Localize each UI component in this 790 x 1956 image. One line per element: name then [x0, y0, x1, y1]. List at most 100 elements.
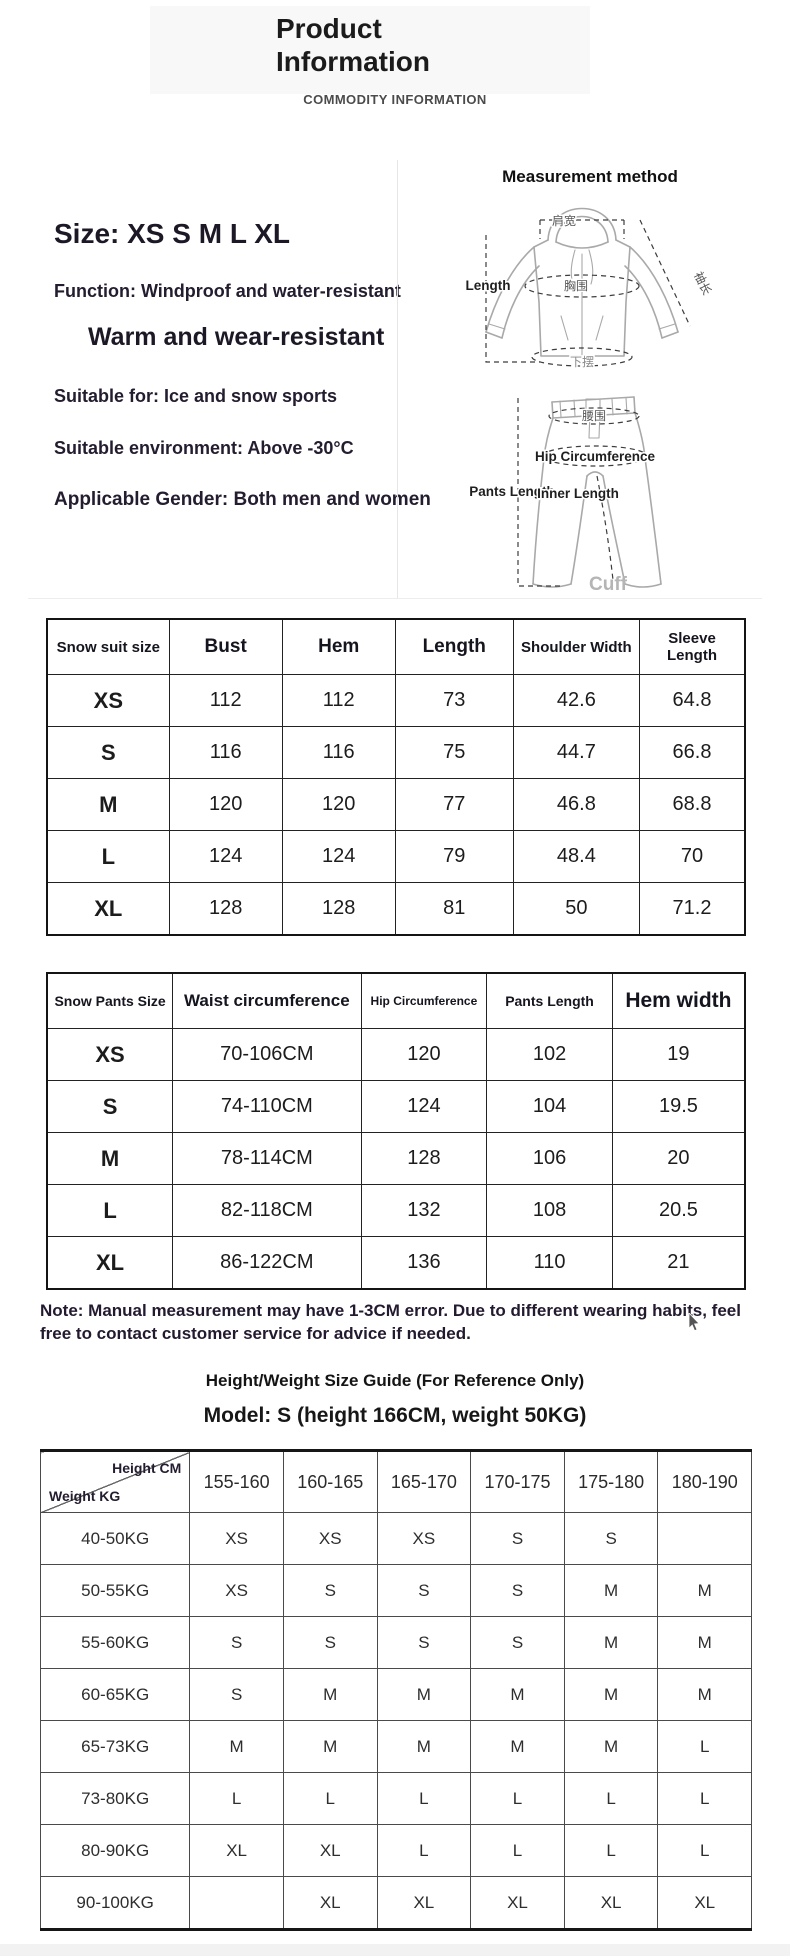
weight-cell: 50-55KG [39, 1564, 191, 1617]
guide-row: 60-65KG S M M M M M [39, 1668, 752, 1721]
value-cell: 124 [360, 1080, 488, 1133]
value-cell: 20 [611, 1132, 746, 1185]
gender-line: Applicable Gender: Both men and women [54, 489, 431, 510]
size-cell: XL [46, 882, 170, 936]
value-cell: 112 [168, 674, 283, 727]
guide-row: 80-90KG XL XL L L L L [39, 1824, 752, 1877]
mouse-cursor-icon [688, 1313, 700, 1332]
size-rec-cell: M [657, 1616, 752, 1669]
size-rec-cell: XL [189, 1824, 284, 1877]
guide-row: 90-100KG XL XL XL XL XL [39, 1876, 752, 1930]
suitable-for-line: Suitable for: Ice and snow sports [54, 386, 338, 406]
size-rec-cell: M [657, 1668, 752, 1721]
size-rec-cell: L [657, 1720, 752, 1773]
guide-row: 65-73KG M M M M M L [39, 1720, 752, 1773]
page-subtitle: COMMODITY INFORMATION [303, 92, 487, 107]
pants-col-length: Pants Length [486, 972, 613, 1029]
size-rec-cell: L [282, 1772, 378, 1825]
size-rec-cell: L [189, 1772, 284, 1825]
pants-length-label: Pants Length [469, 484, 555, 499]
size-rec-cell: S [282, 1616, 378, 1669]
size-rec-cell: M [657, 1564, 752, 1617]
table-row: XS 70-106CM 120 102 19 [46, 1028, 746, 1081]
diagram-title: Measurement method [502, 167, 678, 186]
value-cell: 42.6 [512, 674, 641, 727]
size-cell: S [46, 726, 170, 779]
size-rec-cell: S [563, 1512, 659, 1565]
size-cell: M [46, 778, 170, 831]
height-col: 170-175 [470, 1450, 565, 1513]
value-cell: 102 [486, 1028, 613, 1081]
guide-header-row: Height CM Weight KG 155-160 160-165 165-… [39, 1450, 752, 1513]
size-rec-cell [189, 1876, 284, 1930]
value-cell: 75 [394, 726, 514, 779]
footer-strip [0, 1944, 790, 1956]
value-cell: 68.8 [639, 778, 746, 831]
environment-line: Suitable environment: Above -30°C [54, 438, 354, 458]
pants-col-hem-width: Hem width [611, 972, 746, 1029]
suit-table-wrapper: Snow suit size Bust Hem Length Shoulder … [46, 618, 746, 936]
size-rec-cell: M [189, 1720, 284, 1773]
size-rec-cell: S [282, 1564, 378, 1617]
size-rec-cell: XL [470, 1876, 565, 1930]
value-cell: 79 [394, 830, 514, 883]
size-rec-cell: XS [189, 1512, 284, 1565]
page-title: Product Information [276, 12, 430, 78]
guide-row: 40-50KG XS XS XS S S [39, 1512, 752, 1565]
size-rec-cell: M [563, 1720, 659, 1773]
value-cell: 70 [639, 830, 746, 883]
height-col: 180-190 [657, 1450, 752, 1513]
size-rec-cell: XS [189, 1564, 284, 1617]
value-cell: 128 [360, 1132, 488, 1185]
value-cell: 74-110CM [172, 1080, 362, 1133]
page-title-line1: Product [276, 13, 382, 44]
size-rec-cell: XS [282, 1512, 378, 1565]
measurement-lines [485, 219, 691, 587]
table-row: XS 112 112 73 42.6 64.8 [46, 674, 746, 727]
value-cell: 78-114CM [172, 1132, 362, 1185]
header-background-patch [150, 6, 590, 94]
hem-label: 下摆 [570, 355, 594, 369]
value-cell: 86-122CM [172, 1236, 362, 1290]
jacket-drawing [485, 207, 679, 357]
table-row: M 78-114CM 128 106 20 [46, 1132, 746, 1185]
size-rec-cell: M [376, 1720, 472, 1773]
weight-cell: 40-50KG [39, 1512, 191, 1565]
value-cell: 66.8 [639, 726, 746, 779]
value-cell: 110 [486, 1236, 613, 1290]
value-cell: 81 [394, 882, 514, 936]
size-rec-cell: L [657, 1772, 752, 1825]
note-text: Note: Manual measurement may have 1-3CM … [40, 1301, 741, 1343]
sleeve-length-label: 袖长 [691, 269, 715, 297]
height-col: 165-170 [376, 1450, 472, 1513]
value-cell: 128 [168, 882, 283, 936]
size-rec-cell: M [563, 1564, 659, 1617]
size-cell: XL [46, 1236, 174, 1290]
chest-label: 胸围 [564, 278, 588, 293]
size-rec-cell: S [189, 1668, 284, 1721]
weight-cell: 65-73KG [39, 1720, 191, 1773]
table-row: XL 86-122CM 136 110 21 [46, 1236, 746, 1290]
size-rec-cell: M [282, 1720, 378, 1773]
weight-cell: 80-90KG [39, 1824, 191, 1877]
size-rec-cell: M [563, 1668, 659, 1721]
model-info: Model: S (height 166CM, weight 50KG) [203, 1404, 587, 1427]
size-rec-cell: XL [563, 1876, 659, 1930]
size-rec-cell: S [470, 1512, 565, 1565]
vertical-divider [397, 160, 398, 598]
size-rec-cell: L [376, 1772, 472, 1825]
size-rec-cell: S [470, 1564, 565, 1617]
guide-row: 55-60KG S S S S M M [39, 1616, 752, 1669]
pants-table-header-row: Snow Pants Size Waist circumference Hip … [46, 972, 746, 1029]
value-cell: 70-106CM [172, 1028, 362, 1081]
table-row: M 120 120 77 46.8 68.8 [46, 778, 746, 831]
guide-title: Height/Weight Size Guide (For Reference … [205, 1371, 585, 1390]
suit-col-size: Snow suit size [46, 618, 170, 675]
size-rec-cell [657, 1512, 752, 1565]
value-cell: 20.5 [611, 1184, 746, 1237]
guide-row: 73-80KG L L L L L L [39, 1772, 752, 1825]
horizontal-divider [28, 598, 762, 599]
weight-cell: 90-100KG [39, 1876, 191, 1930]
size-cell: XS [46, 674, 170, 727]
